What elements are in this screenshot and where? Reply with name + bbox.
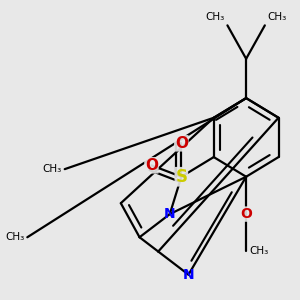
Text: O: O [240, 207, 252, 221]
Text: O: O [175, 136, 188, 151]
Text: O: O [145, 158, 158, 173]
Text: CH₃: CH₃ [249, 246, 268, 256]
Text: N: N [164, 207, 176, 221]
Text: CH₃: CH₃ [205, 13, 224, 22]
Text: S: S [175, 168, 187, 186]
Text: CH₃: CH₃ [268, 13, 287, 22]
Text: CH₃: CH₃ [5, 232, 24, 242]
Text: N: N [183, 268, 194, 282]
Text: CH₃: CH₃ [43, 164, 62, 174]
